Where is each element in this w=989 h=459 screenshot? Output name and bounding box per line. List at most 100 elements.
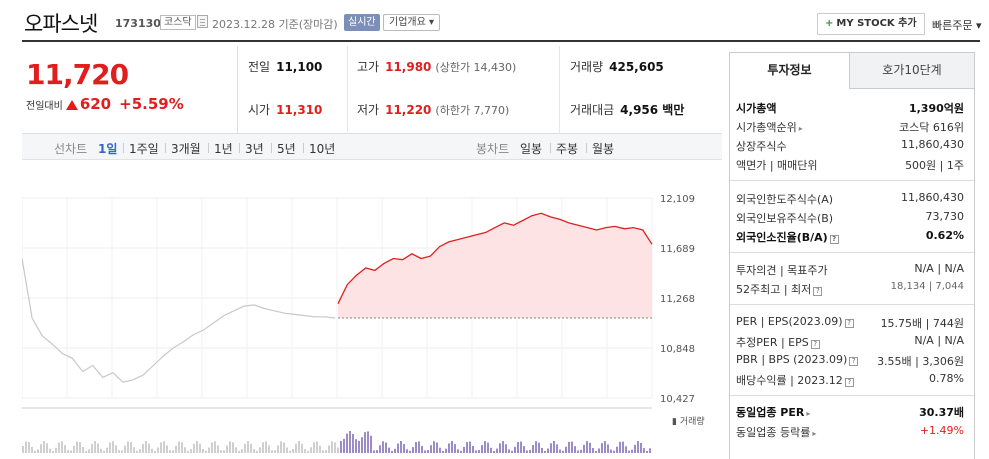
high-value: 11,980 [385, 60, 432, 74]
info-value: 0.62% [925, 229, 964, 242]
volume-bar [634, 444, 636, 453]
add-my-stock-button[interactable]: + MY STOCK 추가 [817, 13, 925, 35]
volume-label: 거래량 [570, 60, 604, 74]
volume-bar [370, 435, 372, 453]
volume-bar [502, 441, 504, 453]
volume-bar [283, 442, 285, 453]
volume-bar [217, 445, 219, 453]
plus-icon: + [825, 18, 834, 29]
volume-bar [328, 445, 330, 453]
stock-code: 173130 [115, 17, 161, 30]
tab-1week[interactable]: 1주일 [129, 142, 159, 156]
volume-bar [415, 442, 417, 453]
volume-bar [55, 447, 57, 453]
company-overview-dropdown[interactable]: 기업개요 ▾ [383, 14, 440, 31]
info-value: 18,134 | 7,044 [890, 281, 964, 292]
volume-bar [367, 431, 369, 453]
volume-bar [469, 441, 471, 453]
volume-bar [160, 442, 162, 453]
volume-bar [580, 449, 582, 453]
info-key: 동일업종 등락률 ▸ [736, 424, 816, 440]
volume-bar [229, 441, 231, 453]
volume-bar [286, 447, 288, 453]
volume-bar [382, 441, 384, 453]
volume-bar [559, 449, 561, 453]
quick-order-dropdown[interactable]: 빠른주문 ▾ [932, 19, 982, 32]
tab-1day[interactable]: 1일 [98, 142, 118, 156]
chevron-right-icon[interactable]: ▸ [812, 429, 817, 438]
volume-bar [205, 450, 207, 453]
volume-bar [604, 441, 606, 453]
previous-day-line [22, 258, 336, 383]
info-row: 시가총액 1,390억원 [736, 100, 964, 117]
tab-daily-candle[interactable]: 일봉 [520, 142, 543, 156]
volume-bar [271, 450, 273, 453]
volume-bar [40, 444, 42, 453]
help-icon[interactable]: ? [813, 287, 823, 296]
volume-bar [97, 443, 99, 453]
tab-monthly-candle[interactable]: 월봉 [592, 142, 615, 156]
volume-bar [427, 450, 429, 453]
realtime-button[interactable]: 실시간 [344, 14, 380, 31]
chevron-right-icon[interactable]: ▸ [798, 124, 803, 133]
volume-bar [433, 441, 435, 453]
info-row: 투자의견 | 목표주가 N/A | N/A [736, 262, 964, 279]
tab-hoga-10[interactable]: 호가10단계 [850, 53, 974, 89]
volume-bar [34, 450, 36, 453]
volume-bar [157, 447, 159, 453]
chevron-right-icon[interactable]: ▸ [806, 409, 811, 418]
add-my-stock-label: MY STOCK 추가 [836, 18, 917, 29]
volume-bar [592, 448, 594, 453]
tab-3month[interactable]: 3개월 [171, 142, 201, 156]
price-chart-svg: 12,109 11,689 11,268 10,848 10,427 [22, 194, 695, 453]
volume-bar [421, 445, 423, 453]
help-icon[interactable]: ? [844, 378, 854, 387]
tab-separator [303, 143, 304, 153]
volume-bar [598, 448, 600, 453]
info-key-text: 52주최고 | 최저 [736, 283, 812, 296]
info-row: 외국인소진율(B/A)? 0.62% [736, 229, 964, 246]
volume-bar [109, 442, 111, 453]
info-key: 추정PER | EPS? [736, 334, 820, 350]
volume-bar [526, 450, 528, 453]
tab-weekly-candle[interactable]: 주봉 [556, 142, 579, 156]
y-tick-label: 10,848 [660, 344, 695, 355]
tab-5year[interactable]: 5년 [277, 142, 296, 156]
volume-bar [25, 441, 27, 453]
info-key: 외국인보유주식수(B) [736, 212, 834, 225]
help-icon[interactable]: ? [849, 357, 859, 366]
volume-bar [595, 450, 597, 453]
low-value: 11,220 [385, 103, 432, 117]
help-icon[interactable]: ? [810, 340, 820, 349]
tab-3year[interactable]: 3년 [245, 142, 264, 156]
help-icon[interactable]: ? [844, 319, 854, 328]
volume-bar [181, 442, 183, 453]
volume-bar [376, 450, 378, 453]
info-row: 52주최고 | 최저? 18,134 | 7,044 [736, 281, 964, 298]
volume-bar [649, 448, 651, 453]
info-value: 11,860,430 [901, 191, 964, 204]
volume-bar [373, 450, 375, 453]
volume-bar [196, 441, 198, 453]
prev-close: 전일 11,100 [248, 58, 322, 75]
volume-bar [556, 444, 558, 453]
volume-bar [169, 450, 171, 453]
volume-bar [91, 444, 93, 453]
change-rate: +5.59% [119, 95, 184, 113]
price-chart[interactable]: 12,109 11,689 11,268 10,848 10,427 ▮ 거래량 [22, 178, 722, 459]
volume-bar [226, 445, 228, 453]
info-key-text: 동일업종 PER [736, 406, 805, 419]
base-date: 2023.12.28 기준(장마감) [212, 18, 338, 31]
panel-divider [730, 180, 974, 181]
tab-10year[interactable]: 10년 [309, 142, 336, 156]
tab-invest-info[interactable]: 투자정보 [730, 53, 850, 89]
volume-bar [484, 441, 486, 453]
volume-bar [547, 448, 549, 453]
tab-1year[interactable]: 1년 [214, 142, 233, 156]
help-icon[interactable]: ? [829, 235, 839, 244]
volume-bar [76, 441, 78, 453]
volume-bar [187, 450, 189, 453]
volume-bar [574, 446, 576, 453]
volume-bar [457, 449, 459, 453]
info-value: N/A | N/A [914, 262, 964, 275]
